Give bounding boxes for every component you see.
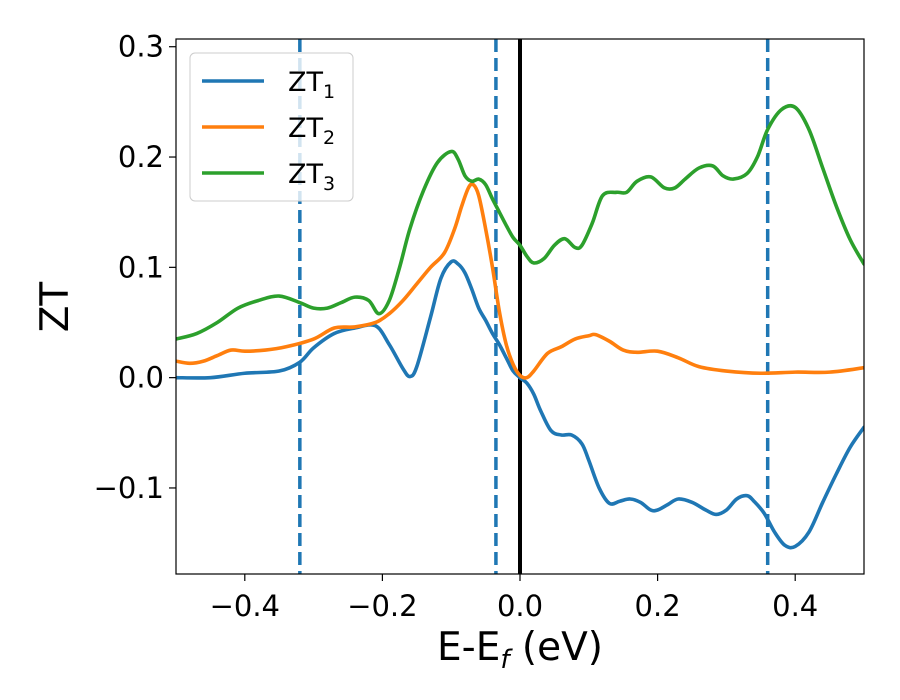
series-line-zt2 [176,182,864,380]
x-axis-label: E-Ef (eV) [437,625,603,675]
legend-label-zt1: ZT1 [288,67,335,103]
series-line-zt3 [176,103,864,341]
y-tick-label: 0.1 [118,250,164,284]
series-line-zt1 [176,259,864,550]
x-tick-label: 0.0 [497,589,543,623]
x-tick-label: −0.2 [347,589,417,623]
x-tick-label: 0.2 [635,589,681,623]
legend: ZT1 ZT2 ZT3 [189,52,354,202]
series-lines [176,103,864,550]
y-axis-label: ZT [33,282,78,333]
x-axis-ticks: −0.4 −0.2 0.0 0.2 0.4 [210,574,818,623]
legend-box [189,52,354,202]
reference-lines [298,39,770,574]
legend-label-zt2: ZT2 [288,113,335,149]
y-axis-ticks: −0.1 0.0 0.1 0.2 0.3 [94,30,176,505]
y-tick-label: 0.0 [118,361,164,395]
y-tick-label: −0.1 [94,471,164,505]
x-tick-label: 0.4 [772,589,818,623]
y-tick-label: 0.3 [118,30,164,64]
y-tick-label: 0.2 [118,140,164,174]
x-tick-label: −0.4 [210,589,280,623]
legend-label-zt3: ZT3 [288,159,335,195]
